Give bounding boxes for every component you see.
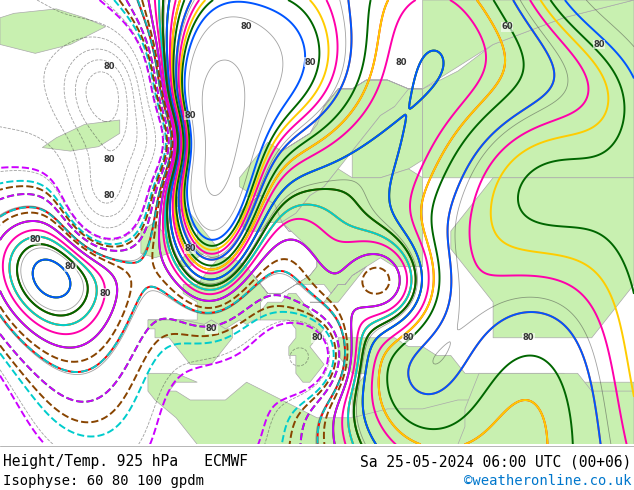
Polygon shape <box>141 222 169 258</box>
Text: 80: 80 <box>103 191 115 200</box>
Text: 80: 80 <box>184 111 196 120</box>
Text: 80: 80 <box>103 62 115 71</box>
Polygon shape <box>42 120 120 151</box>
Text: 80: 80 <box>103 155 115 165</box>
Polygon shape <box>423 0 634 89</box>
Polygon shape <box>338 338 634 444</box>
Polygon shape <box>353 89 423 178</box>
Polygon shape <box>240 169 423 302</box>
Text: Height/Temp. 925 hPa   ECMWF: Height/Temp. 925 hPa ECMWF <box>3 454 248 469</box>
Text: 80: 80 <box>403 333 415 343</box>
Text: 80: 80 <box>205 324 217 333</box>
Text: 80: 80 <box>241 22 252 31</box>
Text: ©weatheronline.co.uk: ©weatheronline.co.uk <box>463 474 631 488</box>
Polygon shape <box>148 320 233 365</box>
Polygon shape <box>458 373 634 444</box>
Text: 80: 80 <box>522 333 534 343</box>
Polygon shape <box>0 9 106 53</box>
Text: 80: 80 <box>100 289 112 298</box>
Text: 80: 80 <box>29 236 41 245</box>
Polygon shape <box>451 178 634 338</box>
Polygon shape <box>240 196 317 294</box>
Text: 80: 80 <box>396 58 407 67</box>
Text: Sa 25-05-2024 06:00 UTC (00+06): Sa 25-05-2024 06:00 UTC (00+06) <box>359 454 631 469</box>
Polygon shape <box>240 80 423 222</box>
Text: 80: 80 <box>304 58 316 67</box>
Polygon shape <box>281 0 634 178</box>
Polygon shape <box>141 373 634 444</box>
Text: 80: 80 <box>593 40 605 49</box>
Text: 60: 60 <box>501 22 513 31</box>
Text: Isophyse: 60 80 100 gpdm: Isophyse: 60 80 100 gpdm <box>3 474 204 488</box>
Text: 80: 80 <box>311 333 323 343</box>
Polygon shape <box>261 294 324 382</box>
Polygon shape <box>169 191 218 267</box>
Text: 80: 80 <box>65 262 76 271</box>
Polygon shape <box>148 258 268 329</box>
Text: 80: 80 <box>184 245 196 253</box>
